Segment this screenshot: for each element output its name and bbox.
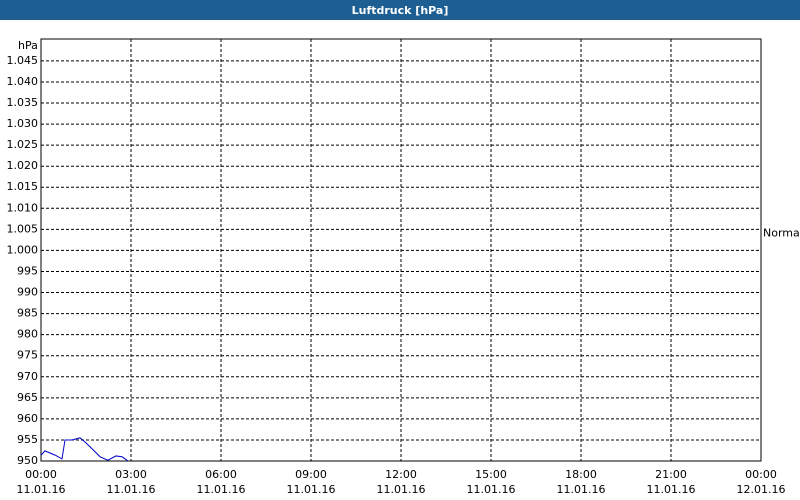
x-tick-date: 11.01.16 [17,483,66,496]
x-tick-date: 11.01.16 [557,483,606,496]
y-tick-label: 985 [17,307,38,320]
y-tick-label: 955 [17,433,38,446]
y-tick-label: 950 [17,454,38,467]
y-tick-label: 1.030 [7,117,39,130]
y-tick-label: 1.020 [7,159,39,172]
y-axis-label: hPa [18,39,38,52]
y-tick-label: 1.045 [7,54,39,67]
y-tick-label: 960 [17,412,38,425]
x-tick-label: 00:00 [25,468,57,481]
y-tick-label: 1.035 [7,96,39,109]
x-tick-date: 12.01.16 [737,483,786,496]
x-tick-label: 15:00 [475,468,507,481]
x-tick-date: 11.01.16 [377,483,426,496]
y-tick-label: 990 [17,286,38,299]
x-tick-date: 11.01.16 [467,483,516,496]
chart-title: Luftdruck [hPa] [352,4,449,17]
y-tick-label: 970 [17,370,38,383]
y-tick-label: 995 [17,264,38,277]
x-tick-label: 09:00 [295,468,327,481]
x-tick-date: 11.01.16 [287,483,336,496]
x-tick-date: 11.01.16 [197,483,246,496]
y-tick-label: 1.000 [7,243,39,256]
x-tick-label: 18:00 [565,468,597,481]
y-tick-label: 1.040 [7,75,39,88]
data-line [40,437,129,462]
x-tick-label: 21:00 [655,468,687,481]
x-tick-label: 06:00 [205,468,237,481]
y-tick-label: 1.015 [7,180,39,193]
y-tick-label: 975 [17,349,38,362]
x-tick-label: 12:00 [385,468,417,481]
y-tick-label: 980 [17,328,38,341]
y-tick-label: 1.025 [7,138,39,151]
y-tick-label: 1.010 [7,201,39,214]
title-bar [0,0,800,20]
x-tick-label: 00:00 [745,468,777,481]
x-tick-label: 03:00 [115,468,147,481]
x-tick-date: 11.01.16 [107,483,156,496]
y-tick-label: 965 [17,391,38,404]
reference-label: Normal [763,227,800,240]
y-tick-label: 1.005 [7,222,39,235]
x-tick-date: 11.01.16 [647,483,696,496]
